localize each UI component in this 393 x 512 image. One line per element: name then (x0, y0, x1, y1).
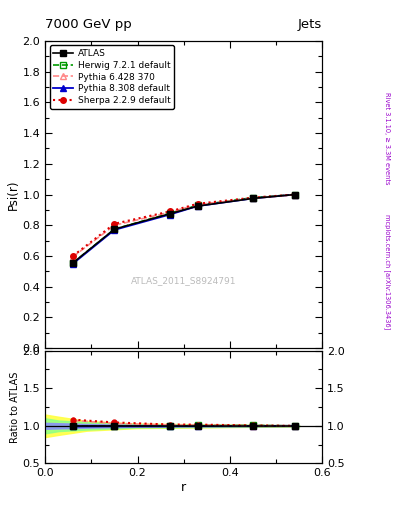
Legend: ATLAS, Herwig 7.2.1 default, Pythia 6.428 370, Pythia 8.308 default, Sherpa 2.2.: ATLAS, Herwig 7.2.1 default, Pythia 6.42… (50, 46, 174, 109)
Text: 7000 GeV pp: 7000 GeV pp (45, 18, 132, 31)
Text: Rivet 3.1.10, ≥ 3.3M events: Rivet 3.1.10, ≥ 3.3M events (384, 92, 390, 184)
Text: mcplots.cern.ch [arXiv:1306.3436]: mcplots.cern.ch [arXiv:1306.3436] (384, 214, 391, 329)
X-axis label: r: r (181, 481, 186, 494)
Y-axis label: Psi(r): Psi(r) (7, 179, 20, 210)
Y-axis label: Ratio to ATLAS: Ratio to ATLAS (10, 371, 20, 443)
Text: ATLAS_2011_S8924791: ATLAS_2011_S8924791 (131, 276, 237, 285)
Text: Jets: Jets (298, 18, 322, 31)
